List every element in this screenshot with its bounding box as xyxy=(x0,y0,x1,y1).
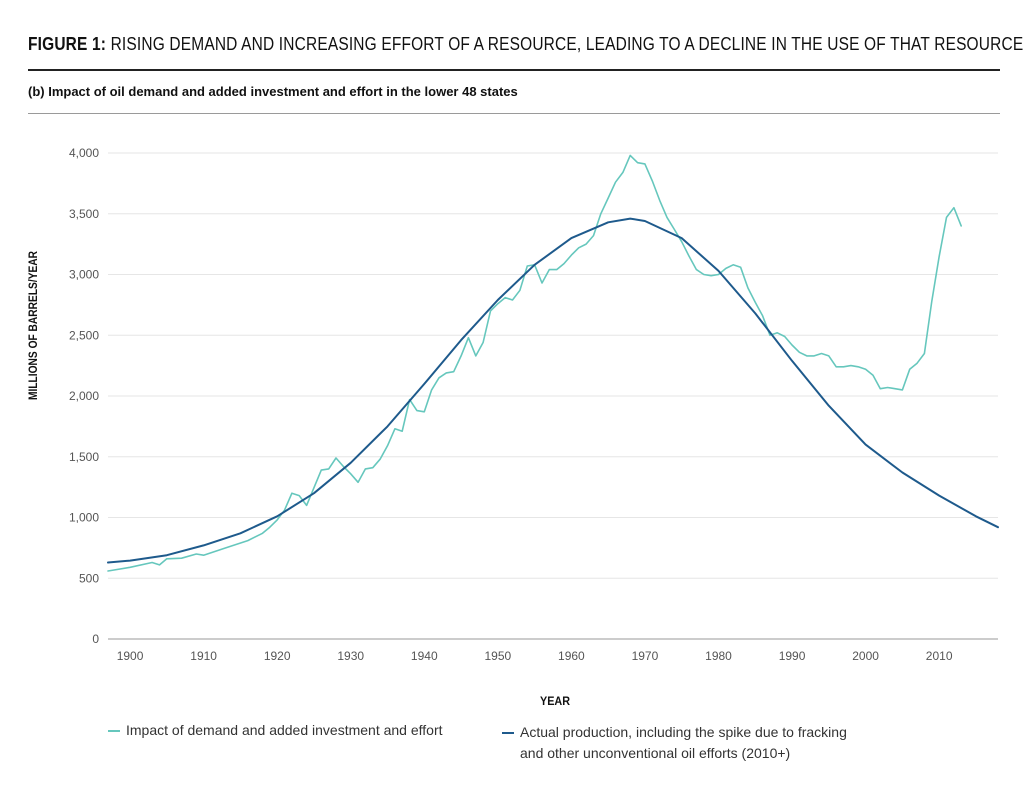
y-tick-label: 4,000 xyxy=(69,146,99,160)
y-tick-label: 2,500 xyxy=(69,328,99,342)
x-tick-label: 1980 xyxy=(705,649,732,663)
x-tick-label: 2010 xyxy=(926,649,953,663)
x-tick-label: 1910 xyxy=(190,649,217,663)
y-tick-label: 0 xyxy=(92,632,99,646)
chart-subtitle: (b) Impact of oil demand and added inves… xyxy=(28,84,518,99)
legend-item-production: Actual production, including the spike d… xyxy=(502,722,847,764)
x-tick-label: 1960 xyxy=(558,649,585,663)
y-tick-label: 2,000 xyxy=(69,389,99,403)
figure-title-text: RISING DEMAND AND INCREASING EFFORT OF A… xyxy=(110,34,1024,54)
x-tick-label: 1900 xyxy=(117,649,144,663)
series-line-demand xyxy=(107,154,962,572)
subtitle-divider xyxy=(28,113,1000,114)
y-tick-label: 500 xyxy=(79,571,99,585)
y-tick-label: 1,500 xyxy=(69,450,99,464)
x-tick-label: 1940 xyxy=(411,649,438,663)
y-tick-label: 1,000 xyxy=(69,511,99,525)
legend-label-demand: Impact of demand and added investment an… xyxy=(126,722,443,738)
figure-title: FIGURE 1: RISING DEMAND AND INCREASING E… xyxy=(28,34,1023,55)
legend-item-demand: Impact of demand and added investment an… xyxy=(108,722,443,738)
y-tick-label: 3,500 xyxy=(69,207,99,221)
legend-swatch-demand xyxy=(108,730,120,733)
y-axis-label: MILLIONS OF BARRELS/YEAR xyxy=(26,250,40,400)
legend-label-production-line2: and other unconventional oil efforts (20… xyxy=(520,745,791,761)
x-tick-label: 1990 xyxy=(779,649,806,663)
y-tick-label: 3,000 xyxy=(69,268,99,282)
x-tick-label: 1970 xyxy=(632,649,659,663)
figure-label: FIGURE 1: xyxy=(28,34,107,54)
x-axis-label: YEAR xyxy=(540,694,571,708)
x-tick-label: 1950 xyxy=(484,649,511,663)
title-divider xyxy=(28,69,1000,71)
x-tick-label: 1930 xyxy=(337,649,364,663)
x-tick-label: 1920 xyxy=(264,649,291,663)
legend-label-production-line1: Actual production, including the spike d… xyxy=(520,724,847,740)
series-line-production xyxy=(107,217,999,564)
legend-swatch-production xyxy=(502,732,514,735)
line-chart: 0 500 1,000 1,500 2,000 2,500 3,000 3,500 4,000 1… xyxy=(69,146,999,663)
x-tick-label: 2000 xyxy=(852,649,879,663)
